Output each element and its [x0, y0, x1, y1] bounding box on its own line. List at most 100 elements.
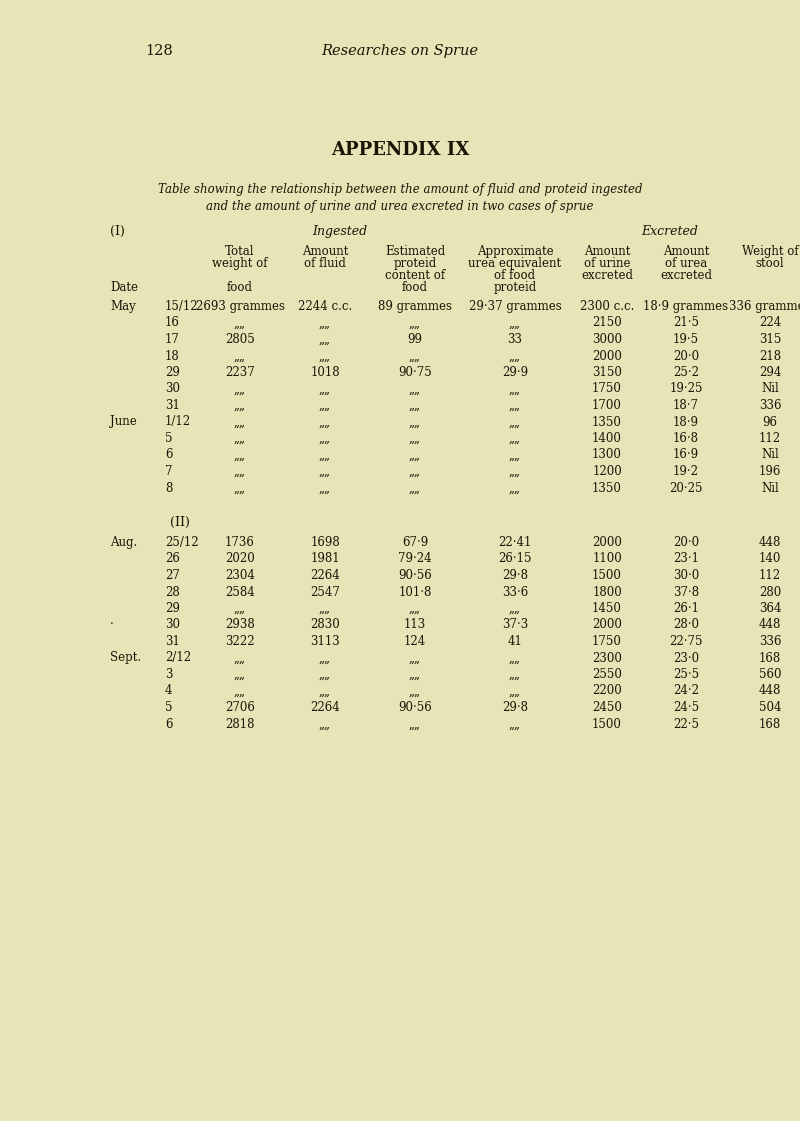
Text: „„: „„: [509, 465, 521, 478]
Text: 28: 28: [165, 585, 180, 599]
Text: 18·9 grammes: 18·9 grammes: [643, 300, 729, 313]
Text: 3150: 3150: [592, 365, 622, 379]
Text: 224: 224: [759, 316, 781, 330]
Text: „„: „„: [509, 416, 521, 428]
Text: „„: „„: [509, 482, 521, 494]
Text: 2264: 2264: [310, 569, 340, 582]
Text: Estimated: Estimated: [385, 245, 445, 258]
Text: 504: 504: [758, 701, 782, 714]
Text: stool: stool: [756, 257, 784, 270]
Text: 25·2: 25·2: [673, 365, 699, 379]
Text: „„: „„: [319, 685, 331, 697]
Text: 24·2: 24·2: [673, 685, 699, 697]
Text: „„: „„: [509, 602, 521, 615]
Text: 79·24: 79·24: [398, 553, 432, 565]
Text: 2/12: 2/12: [165, 651, 191, 665]
Text: 112: 112: [759, 432, 781, 445]
Text: „„: „„: [319, 316, 331, 330]
Text: Total: Total: [226, 245, 254, 258]
Text: „„: „„: [409, 685, 421, 697]
Text: 1698: 1698: [310, 536, 340, 549]
Text: 20·0: 20·0: [673, 536, 699, 549]
Text: 1350: 1350: [592, 416, 622, 428]
Text: Amount: Amount: [302, 245, 348, 258]
Text: „„: „„: [319, 668, 331, 680]
Text: 2693 grammes: 2693 grammes: [195, 300, 285, 313]
Text: 22·41: 22·41: [498, 536, 532, 549]
Text: 2000: 2000: [592, 619, 622, 631]
Text: and the amount of urine and urea excreted in two cases of sprue: and the amount of urine and urea excrete…: [206, 200, 594, 213]
Text: „„: „„: [234, 316, 246, 330]
Text: 17: 17: [165, 333, 180, 346]
Text: 37·8: 37·8: [673, 585, 699, 599]
Text: „„: „„: [409, 416, 421, 428]
Text: 1100: 1100: [592, 553, 622, 565]
Text: „„: „„: [319, 382, 331, 396]
Text: „„: „„: [409, 668, 421, 680]
Text: 1736: 1736: [225, 536, 255, 549]
Text: 3222: 3222: [225, 634, 255, 648]
Text: Ingested: Ingested: [313, 225, 367, 238]
Text: 29: 29: [165, 365, 180, 379]
Text: 2150: 2150: [592, 316, 622, 330]
Text: 128: 128: [145, 44, 173, 58]
Text: June: June: [110, 416, 137, 428]
Text: „„: „„: [319, 651, 331, 665]
Text: 140: 140: [759, 553, 781, 565]
Text: „„: „„: [509, 382, 521, 396]
Text: 168: 168: [759, 717, 781, 731]
Text: „„: „„: [409, 482, 421, 494]
Text: Amount: Amount: [663, 245, 709, 258]
Text: Researches on Sprue: Researches on Sprue: [322, 44, 478, 58]
Text: 168: 168: [759, 651, 781, 665]
Text: 1500: 1500: [592, 717, 622, 731]
Text: 336 grammes: 336 grammes: [729, 300, 800, 313]
Text: Excreted: Excreted: [642, 225, 698, 238]
Text: 19·2: 19·2: [673, 465, 699, 478]
Text: 8: 8: [165, 482, 172, 494]
Text: of fluid: of fluid: [304, 257, 346, 270]
Text: „„: „„: [509, 432, 521, 445]
Text: „„: „„: [234, 685, 246, 697]
Text: 16·9: 16·9: [673, 448, 699, 462]
Text: 1750: 1750: [592, 382, 622, 396]
Text: 7: 7: [165, 465, 173, 478]
Text: 21·5: 21·5: [673, 316, 699, 330]
Text: 1500: 1500: [592, 569, 622, 582]
Text: „„: „„: [319, 333, 331, 346]
Text: Aug.: Aug.: [110, 536, 138, 549]
Text: weight of: weight of: [212, 257, 268, 270]
Text: 3: 3: [165, 668, 173, 680]
Text: „„: „„: [234, 602, 246, 615]
Text: 1750: 1750: [592, 634, 622, 648]
Text: 6: 6: [165, 448, 173, 462]
Text: 124: 124: [404, 634, 426, 648]
Text: Sept.: Sept.: [110, 651, 141, 665]
Text: „„: „„: [319, 432, 331, 445]
Text: „„: „„: [509, 685, 521, 697]
Text: 2830: 2830: [310, 619, 340, 631]
Text: 90·56: 90·56: [398, 569, 432, 582]
Text: 2938: 2938: [225, 619, 255, 631]
Text: 26·15: 26·15: [498, 553, 532, 565]
Text: excreted: excreted: [581, 269, 633, 282]
Text: 2584: 2584: [225, 585, 255, 599]
Text: (I): (I): [110, 225, 125, 238]
Text: „„: „„: [509, 350, 521, 362]
Text: 18·7: 18·7: [673, 399, 699, 413]
Text: 33·6: 33·6: [502, 585, 528, 599]
Text: „„: „„: [409, 717, 421, 731]
Text: 18·9: 18·9: [673, 416, 699, 428]
Text: „„: „„: [319, 448, 331, 462]
Text: proteid: proteid: [494, 281, 537, 294]
Text: 20·0: 20·0: [673, 350, 699, 362]
Text: „„: „„: [319, 416, 331, 428]
Text: „„: „„: [409, 382, 421, 396]
Text: 2264: 2264: [310, 701, 340, 714]
Text: 101·8: 101·8: [398, 585, 432, 599]
Text: 315: 315: [759, 333, 781, 346]
Text: „„: „„: [234, 382, 246, 396]
Text: 29: 29: [165, 602, 180, 615]
Text: „„: „„: [509, 448, 521, 462]
Text: 18: 18: [165, 350, 180, 362]
